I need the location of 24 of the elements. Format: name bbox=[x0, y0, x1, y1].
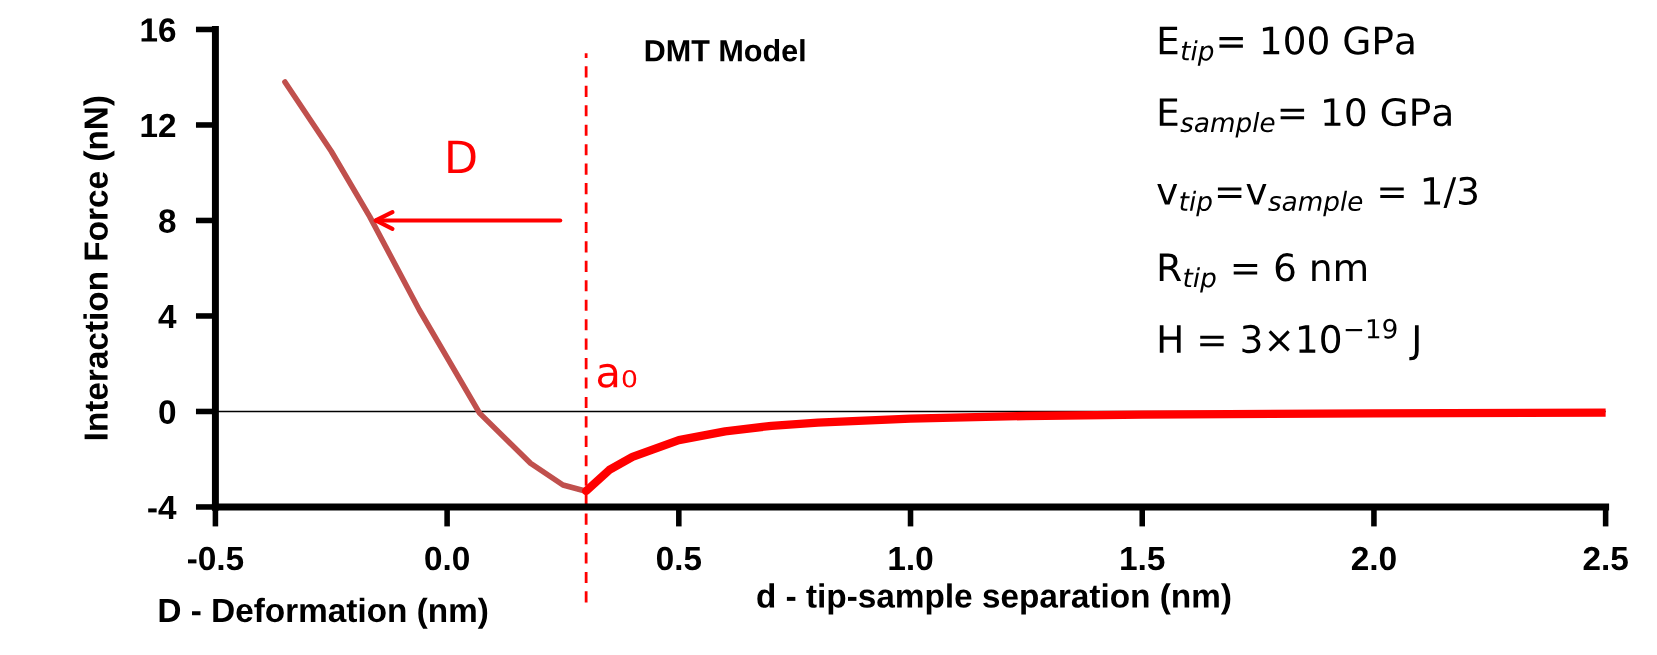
ref-line-label: a₀ bbox=[597, 363, 637, 388]
annotation: H = 3×10$^{−19}$ J bbox=[1159, 318, 1419, 361]
x-tick-label: 2.0 bbox=[1351, 546, 1396, 571]
text: D - Deformation (nm) bbox=[159, 597, 488, 629]
x-tick-label: 0.0 bbox=[425, 546, 469, 571]
y-axis-title: Interaction Force (nN) bbox=[83, 96, 115, 440]
annotation: D bbox=[448, 140, 476, 174]
annotation: R$_{tip}$ = 6 nm bbox=[1159, 253, 1366, 293]
x-tick-label: -0.5 bbox=[188, 546, 244, 571]
y-tick-label: -4 bbox=[148, 496, 177, 520]
y-tick-label: 12 bbox=[141, 113, 176, 138]
x-tick-label: 2.5 bbox=[1583, 546, 1628, 571]
x-tick-label: 1.5 bbox=[1121, 547, 1165, 571]
x-tick-label: 0.5 bbox=[656, 546, 702, 571]
annotation: DMT Model bbox=[645, 39, 805, 62]
y-tick-label: 8 bbox=[159, 209, 176, 233]
annotation: v$_{tip}$=v$_{sample}$ = 1/3 bbox=[1157, 176, 1477, 217]
y-tick-label: 0 bbox=[159, 400, 176, 424]
annotation: E$_{sample}$= 10 GPa bbox=[1159, 97, 1451, 138]
x-tick-label: 1.0 bbox=[889, 546, 933, 571]
x-axis-title: d - tip-sample separation (nm) bbox=[757, 583, 1231, 615]
annotation: E$_{tip}$= 100 GPa bbox=[1159, 26, 1414, 66]
y-tick-label: 16 bbox=[141, 18, 176, 42]
y-tick-label: 4 bbox=[158, 305, 177, 329]
